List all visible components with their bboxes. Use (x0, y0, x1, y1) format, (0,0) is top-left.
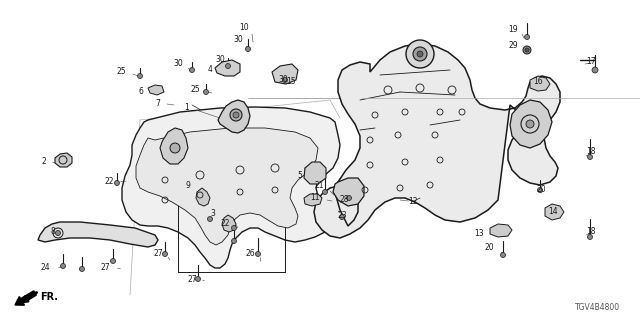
Text: 26: 26 (245, 249, 255, 258)
Polygon shape (215, 60, 240, 76)
Text: 30: 30 (278, 76, 288, 84)
Polygon shape (218, 100, 250, 133)
Text: 30: 30 (233, 35, 243, 44)
Circle shape (61, 263, 65, 268)
Text: 21: 21 (314, 181, 324, 190)
Polygon shape (38, 222, 158, 247)
Text: 29: 29 (508, 42, 518, 51)
Polygon shape (304, 162, 326, 184)
Circle shape (163, 252, 168, 257)
Circle shape (79, 267, 84, 271)
Circle shape (346, 196, 351, 201)
Text: 6: 6 (138, 86, 143, 95)
Circle shape (115, 180, 120, 186)
Text: 8: 8 (51, 228, 55, 236)
Circle shape (111, 259, 115, 263)
Circle shape (538, 188, 543, 193)
Text: 22: 22 (104, 177, 114, 186)
Circle shape (232, 226, 237, 230)
Text: 16: 16 (533, 77, 543, 86)
Polygon shape (314, 44, 560, 238)
Text: 7: 7 (155, 100, 160, 108)
Polygon shape (122, 107, 340, 268)
Polygon shape (136, 128, 318, 245)
Circle shape (246, 46, 250, 52)
Polygon shape (148, 85, 164, 95)
Text: 20: 20 (536, 185, 546, 194)
Polygon shape (305, 164, 325, 180)
Text: 10: 10 (239, 22, 249, 31)
Circle shape (207, 217, 212, 221)
Text: 17: 17 (586, 58, 596, 67)
Text: 20: 20 (484, 244, 494, 252)
Text: 27: 27 (100, 262, 110, 271)
Text: 22: 22 (221, 219, 230, 228)
Circle shape (525, 35, 529, 39)
Polygon shape (196, 188, 210, 206)
Text: 30: 30 (215, 54, 225, 63)
Polygon shape (272, 64, 298, 84)
Text: 1: 1 (184, 102, 189, 111)
Circle shape (588, 235, 593, 239)
Text: 25: 25 (190, 84, 200, 93)
Circle shape (413, 47, 427, 61)
Circle shape (592, 67, 598, 73)
Text: TGV4B4800: TGV4B4800 (575, 303, 620, 312)
Polygon shape (545, 204, 564, 220)
Text: 30: 30 (173, 59, 183, 68)
Circle shape (406, 40, 434, 68)
Circle shape (525, 48, 529, 52)
Circle shape (225, 63, 230, 68)
Text: 23: 23 (337, 212, 347, 220)
Polygon shape (304, 194, 322, 206)
Circle shape (170, 143, 180, 153)
Text: 18: 18 (586, 228, 596, 236)
Circle shape (339, 214, 344, 220)
Circle shape (588, 155, 593, 159)
Text: 18: 18 (586, 147, 596, 156)
Text: 11: 11 (310, 193, 320, 202)
Circle shape (232, 238, 237, 244)
FancyArrow shape (15, 291, 36, 305)
Text: 27: 27 (188, 276, 197, 284)
Circle shape (56, 230, 61, 236)
Polygon shape (55, 153, 72, 167)
Text: 25: 25 (116, 67, 126, 76)
Circle shape (500, 252, 506, 258)
Text: 2: 2 (41, 157, 46, 166)
Polygon shape (490, 224, 512, 237)
Circle shape (230, 109, 242, 121)
Text: 24: 24 (40, 262, 50, 271)
Circle shape (323, 189, 328, 195)
Text: 5: 5 (297, 171, 302, 180)
Circle shape (526, 120, 534, 128)
Circle shape (189, 68, 195, 73)
Circle shape (523, 46, 531, 54)
Circle shape (195, 276, 200, 282)
Polygon shape (160, 128, 188, 164)
Polygon shape (510, 100, 552, 148)
Text: 13: 13 (474, 228, 484, 237)
Text: 19: 19 (508, 25, 518, 34)
Text: 27: 27 (154, 250, 163, 259)
Polygon shape (333, 178, 364, 206)
Circle shape (138, 74, 143, 78)
Circle shape (282, 77, 287, 83)
Text: 4: 4 (207, 66, 212, 75)
Text: 15: 15 (286, 77, 296, 86)
Polygon shape (222, 215, 236, 232)
Text: 14: 14 (548, 206, 558, 215)
Circle shape (417, 51, 423, 57)
Text: 3: 3 (210, 210, 215, 219)
Text: 28: 28 (339, 195, 349, 204)
Polygon shape (530, 76, 550, 91)
Circle shape (204, 90, 209, 94)
Circle shape (255, 252, 260, 257)
Text: FR.: FR. (40, 292, 58, 302)
Circle shape (233, 112, 239, 118)
Text: 9: 9 (185, 181, 190, 190)
Text: 12: 12 (408, 196, 418, 205)
